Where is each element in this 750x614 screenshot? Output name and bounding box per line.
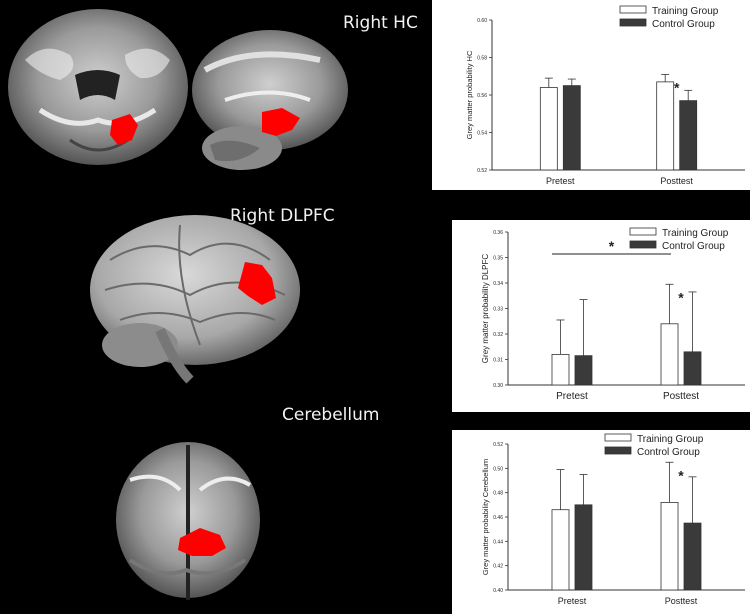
y-tick-label: 0.48	[493, 491, 503, 497]
legend-swatch	[619, 5, 647, 14]
y-tick-label: 0.31	[493, 358, 503, 364]
legend-label: Control Group	[652, 19, 715, 30]
bar-training	[551, 353, 570, 386]
y-axis-label: Grey matter probability Cerebellum	[481, 459, 490, 575]
legend-swatch	[604, 446, 632, 455]
category-label: Posttest	[665, 596, 698, 606]
y-tick-label: 0.50	[493, 466, 503, 472]
y-tick-label: 0.60	[477, 18, 487, 24]
y-tick-label: 0.54	[477, 131, 487, 137]
bar-training	[539, 87, 558, 171]
cerebellum-brain-image	[116, 442, 260, 600]
category-label: Posttest	[663, 391, 699, 402]
y-tick-label: 0.34	[493, 281, 503, 287]
y-tick-label: 0.56	[477, 93, 487, 99]
bar-training	[660, 323, 679, 386]
hc-highlight-coronal	[110, 114, 138, 145]
bar-control	[562, 85, 581, 171]
dlpfc-highlight	[238, 262, 276, 305]
cerebellum-highlight	[178, 528, 226, 556]
legend-swatch	[629, 240, 657, 249]
region-title-cerebellum: Cerebellum	[282, 405, 380, 425]
y-tick-label: 0.36	[493, 230, 503, 236]
bar-training	[551, 509, 570, 591]
significance-star: *	[678, 289, 684, 305]
coronal-brain-image	[8, 9, 188, 165]
significance-star: *	[678, 467, 684, 483]
category-label: Posttest	[660, 176, 693, 186]
y-tick-label: 0.32	[493, 332, 503, 338]
y-tick-label: 0.52	[493, 442, 503, 448]
significance-star: *	[674, 79, 680, 95]
legend-swatch	[619, 18, 647, 27]
bar-control	[574, 504, 593, 591]
hc-highlight-sagittal	[262, 108, 300, 136]
legend-label: Control Group	[662, 241, 725, 252]
y-tick-label: 0.40	[493, 588, 503, 594]
y-tick-label: 0.58	[477, 56, 487, 62]
bar-control	[683, 522, 702, 591]
y-tick-label: 0.44	[493, 539, 503, 545]
y-tick-label: 0.35	[493, 256, 503, 262]
region-title-hc: Right HC	[343, 13, 418, 33]
category-label: Pretest	[556, 391, 588, 402]
y-tick-label: 0.30	[493, 383, 503, 389]
bar-control	[574, 355, 593, 386]
legend-label: Training Group	[637, 434, 704, 445]
legend-swatch	[604, 433, 632, 442]
legend-label: Control Group	[637, 447, 700, 458]
y-tick-label: 0.33	[493, 307, 503, 313]
legend-label: Training Group	[652, 6, 719, 17]
category-label: Pretest	[546, 176, 575, 186]
legend-label: Training Group	[662, 228, 729, 239]
region-title-dlpfc: Right DLPFC	[230, 206, 335, 226]
y-tick-label: 0.52	[477, 168, 487, 174]
lateral-cortex-image	[90, 215, 300, 384]
bar-training	[660, 501, 679, 591]
bar-training	[656, 81, 675, 171]
sagittal-brain-image	[192, 30, 348, 170]
bar-control	[679, 100, 698, 171]
significance-star: *	[609, 238, 615, 254]
category-label: Pretest	[558, 596, 587, 606]
y-tick-label: 0.46	[493, 515, 503, 521]
y-tick-label: 0.42	[493, 564, 503, 570]
legend-swatch	[629, 227, 657, 236]
y-axis-label: Grey matter probability HC	[465, 50, 474, 139]
bar-control	[683, 351, 702, 386]
y-axis-label: Grey matter probability DLPFC	[481, 254, 490, 364]
